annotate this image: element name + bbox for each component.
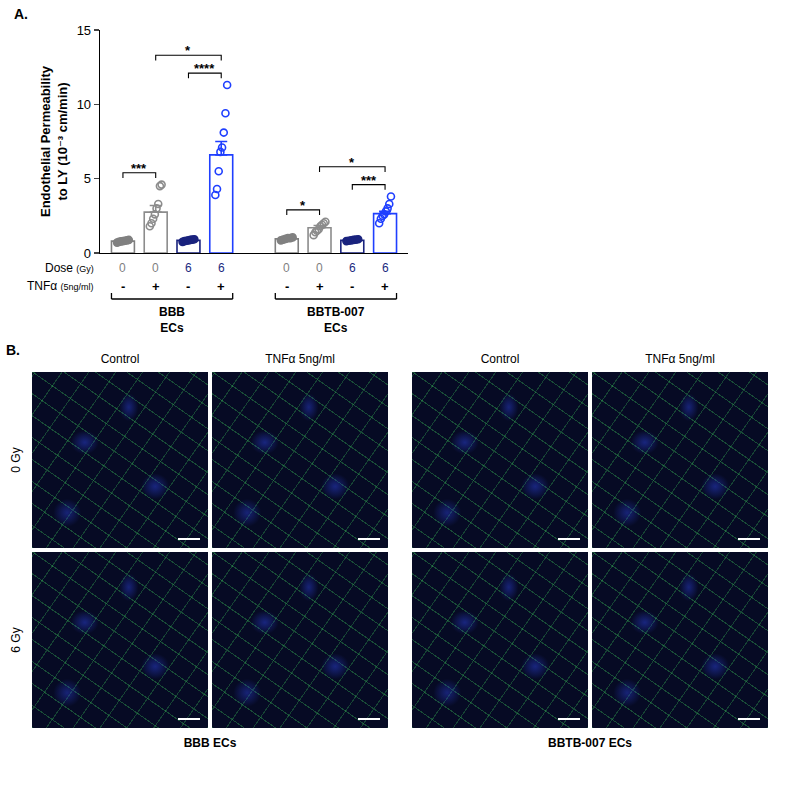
svg-text:*: * [349, 155, 355, 170]
svg-text:6: 6 [349, 261, 356, 275]
html-text:TNFα 5ng/ml: TNFα 5ng/ml [265, 352, 335, 366]
html-text:Control: Control [480, 352, 520, 366]
svg-text:*: * [300, 198, 306, 213]
svg-text:-: - [285, 279, 289, 294]
svg-text:6: 6 [382, 261, 389, 275]
svg-text:BBBECs: BBBECs [159, 305, 185, 335]
html-text:BBB ECs: BBB ECs [183, 736, 237, 750]
svg-text:TNFα (5ng/ml): TNFα (5ng/ml) [27, 279, 94, 293]
html-text:Control: Control [100, 352, 140, 366]
html-text:TNFα 5ng/ml: TNFα 5ng/ml [645, 352, 715, 366]
html-text:BBTB-007 ECs: BBTB-007 ECs [548, 736, 632, 750]
svg-text:*: * [185, 43, 191, 58]
svg-text:0: 0 [84, 246, 91, 261]
svg-text:***: *** [131, 161, 147, 176]
svg-text:15: 15 [77, 23, 91, 38]
svg-text:-: - [350, 279, 354, 294]
svg-text:A.: A. [14, 6, 28, 22]
html-text:6 Gy: 6 Gy [9, 627, 23, 653]
svg-text:6: 6 [218, 261, 225, 275]
svg-text:+: + [152, 279, 160, 294]
svg-text:6: 6 [185, 261, 192, 275]
svg-text:0: 0 [119, 261, 126, 275]
svg-text:0: 0 [152, 261, 159, 275]
svg-text:-: - [121, 279, 125, 294]
html-text:0 Gy: 0 Gy [9, 447, 23, 473]
svg-text:-: - [186, 279, 190, 294]
svg-text:+: + [316, 279, 324, 294]
svg-text:+: + [381, 279, 389, 294]
svg-text:10: 10 [77, 97, 91, 112]
svg-text:Dose (Gy): Dose (Gy) [45, 261, 94, 275]
svg-text:Endothelial Permeabilityto LY: Endothelial Permeabilityto LY (10⁻³ cm/m… [38, 65, 70, 217]
svg-text:****: **** [194, 61, 215, 76]
svg-text:5: 5 [84, 171, 91, 186]
html-text:B.: B. [6, 342, 20, 358]
svg-text:+: + [217, 279, 225, 294]
svg-text:0: 0 [283, 261, 290, 275]
svg-text:0: 0 [316, 261, 323, 275]
svg-text:BBTB-007ECs: BBTB-007ECs [307, 305, 365, 335]
svg-text:***: *** [361, 173, 377, 188]
